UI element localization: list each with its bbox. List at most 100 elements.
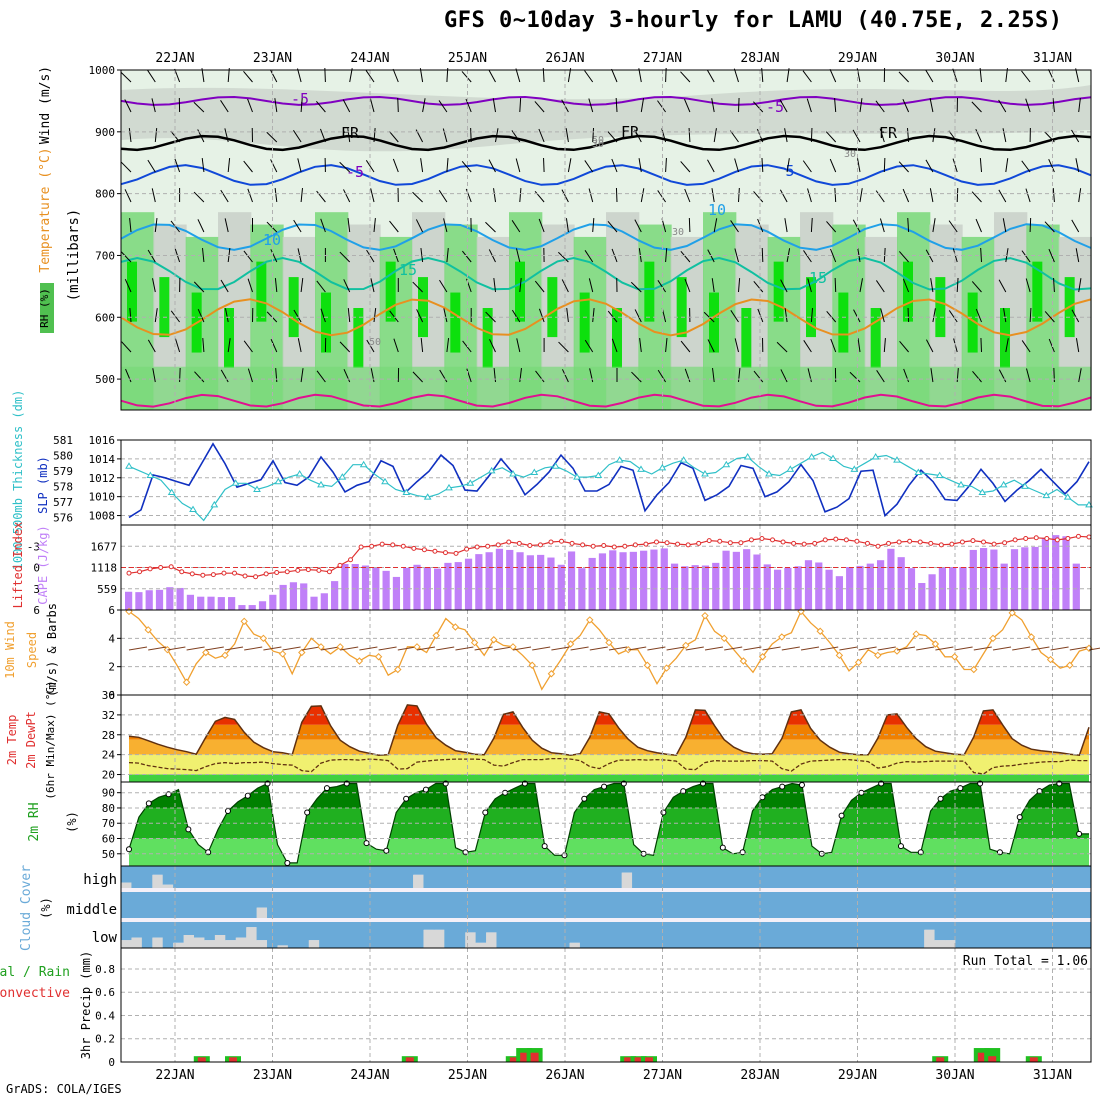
precip-panel-frame bbox=[120, 947, 1092, 1063]
wind-speed-point bbox=[528, 661, 536, 669]
rh-core bbox=[773, 261, 784, 322]
wind-barb bbox=[365, 70, 375, 83]
cloud-bar bbox=[475, 892, 487, 918]
rh-point bbox=[1016, 814, 1023, 821]
cloud-bar bbox=[882, 892, 894, 918]
wind-barb bbox=[519, 188, 522, 203]
cloud-bar bbox=[955, 866, 967, 888]
cape-bar bbox=[887, 548, 895, 610]
wind-barb bbox=[1052, 98, 1055, 113]
cloud-gap bbox=[465, 932, 477, 948]
thickness-point bbox=[935, 471, 944, 479]
wind-barb bbox=[224, 308, 229, 323]
cloud-bar bbox=[548, 892, 560, 918]
cape-bar bbox=[1010, 549, 1019, 610]
thickness-point bbox=[146, 471, 155, 479]
lifted-index-point bbox=[411, 545, 417, 551]
wind-barb bbox=[1071, 219, 1080, 233]
cloud-bar bbox=[871, 922, 883, 948]
cloud-gap bbox=[204, 940, 216, 948]
cloud-bar bbox=[1059, 892, 1071, 918]
lifted-index-point bbox=[1012, 537, 1018, 543]
cloud-bar bbox=[235, 892, 247, 918]
cloud-bar bbox=[340, 866, 351, 888]
wind-barb bbox=[704, 646, 724, 651]
wind-barb bbox=[515, 248, 521, 263]
cloud-bar bbox=[944, 922, 956, 941]
cloud-bar bbox=[350, 866, 362, 888]
cloud-bar bbox=[663, 922, 675, 948]
cloud-gap bbox=[235, 937, 247, 948]
cloud-bar bbox=[298, 922, 310, 948]
lifted-index-point bbox=[653, 539, 659, 545]
wind-tick: 4 bbox=[108, 632, 115, 645]
wind-barb bbox=[834, 187, 837, 203]
wind-barb bbox=[780, 369, 788, 383]
cape-bar bbox=[526, 555, 534, 610]
cloud-bar bbox=[235, 866, 247, 888]
cloud-gap bbox=[183, 935, 195, 948]
cape-bar bbox=[516, 552, 524, 610]
wind-barb bbox=[807, 278, 812, 293]
isotherm-line bbox=[120, 95, 1092, 106]
cloud-gap bbox=[413, 874, 424, 888]
wind-barb bbox=[373, 308, 377, 323]
wind-barb bbox=[224, 128, 229, 143]
cloud-bar bbox=[934, 866, 946, 888]
wind-barb bbox=[1075, 338, 1080, 353]
cloud-bar bbox=[371, 866, 383, 888]
wind-barb bbox=[194, 371, 205, 383]
wind-barb bbox=[898, 161, 909, 173]
wind-barb bbox=[224, 218, 229, 233]
wind-barb bbox=[734, 338, 739, 353]
wind-axis-label: 10m Wind bbox=[3, 621, 17, 679]
rain-axis-label: Total / Rain bbox=[0, 965, 70, 980]
thickness-point bbox=[231, 479, 240, 486]
wind-barb bbox=[1021, 250, 1031, 263]
wind-barb bbox=[657, 369, 667, 383]
wind-barb bbox=[738, 187, 740, 203]
wind-barb bbox=[896, 646, 916, 651]
wind-speed-point bbox=[643, 661, 652, 669]
wind-barb bbox=[954, 646, 973, 651]
cloud-bar bbox=[277, 866, 289, 888]
cloud-bar bbox=[413, 922, 424, 948]
wind-barb bbox=[971, 101, 982, 113]
isotherm-line bbox=[120, 256, 1092, 291]
cloud-bar bbox=[465, 892, 477, 918]
temp-tick: 32 bbox=[102, 709, 115, 722]
rh-point bbox=[957, 785, 964, 792]
rh-band-low bbox=[129, 838, 1089, 866]
cape-bar bbox=[382, 570, 390, 610]
wind-barb bbox=[532, 646, 551, 651]
cloud-bar bbox=[652, 866, 664, 888]
wind-barb bbox=[973, 646, 992, 651]
wind-barb bbox=[124, 189, 132, 203]
wind-barb bbox=[320, 646, 340, 651]
cape-bar bbox=[588, 557, 596, 610]
rh-point bbox=[126, 846, 132, 853]
wind-barb bbox=[152, 368, 156, 383]
thickness-axis-label: 1000-500mb Thickness (dm) bbox=[11, 390, 25, 571]
cloud-bar bbox=[778, 892, 790, 918]
rh-core bbox=[741, 308, 752, 368]
thickness-point bbox=[1063, 493, 1072, 500]
rh-point bbox=[244, 792, 251, 799]
cloud-bar bbox=[423, 922, 435, 930]
cloud-bar bbox=[1059, 866, 1071, 888]
wind-barb bbox=[688, 127, 691, 143]
wind-barb bbox=[615, 187, 618, 203]
wind-barb bbox=[826, 310, 837, 323]
wind-barb bbox=[263, 646, 282, 651]
dewpt-axis-label: 2m DewPt bbox=[24, 711, 38, 769]
wind-barb bbox=[980, 337, 982, 353]
wind-barb bbox=[588, 98, 594, 113]
cloud-bar bbox=[944, 892, 956, 918]
wind-speed-point bbox=[374, 653, 383, 661]
thickness-point bbox=[807, 453, 816, 460]
wind-barb bbox=[412, 191, 423, 203]
contour-label: 15 bbox=[399, 261, 417, 279]
cloud-bar bbox=[1070, 922, 1082, 948]
rh-tick: 80 bbox=[102, 802, 115, 815]
wind-speed-point bbox=[854, 658, 863, 667]
